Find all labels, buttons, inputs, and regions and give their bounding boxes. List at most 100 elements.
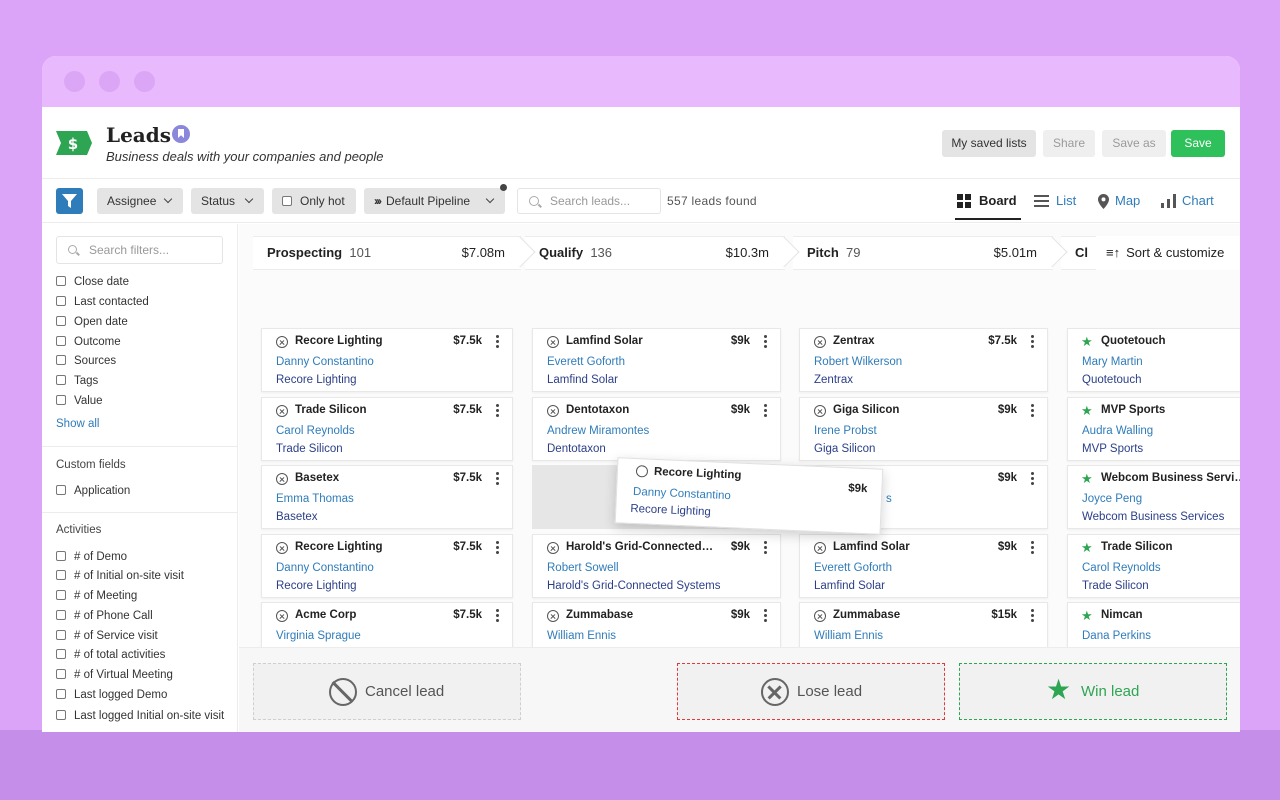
filter-checkbox[interactable] <box>56 648 66 659</box>
filter-item[interactable]: # of Initial on-site visit <box>56 569 184 582</box>
card-company[interactable]: Recore Lighting <box>276 374 357 386</box>
card-person[interactable]: Andrew Miramontes <box>547 425 650 437</box>
view-list-tab[interactable]: List <box>1034 188 1076 214</box>
filter-checkbox[interactable] <box>56 335 66 346</box>
card-menu-icon[interactable] <box>1031 335 1035 349</box>
card-menu-icon[interactable] <box>764 609 768 623</box>
card-menu-icon[interactable] <box>764 335 768 349</box>
filter-checkbox[interactable] <box>56 569 66 580</box>
card-company[interactable]: Webcom Business Services <box>1082 511 1225 523</box>
card-person[interactable]: Mary Martin <box>1082 356 1143 368</box>
filter-checkbox[interactable] <box>56 354 66 365</box>
card-person[interactable]: William Ennis <box>547 630 617 642</box>
filter-checkbox[interactable] <box>56 315 66 326</box>
card-company[interactable]: Zentrax <box>814 374 853 386</box>
window-dot-maximize[interactable] <box>134 71 155 92</box>
save-button[interactable]: Save <box>1171 130 1225 157</box>
card-person[interactable]: Carol Reynolds <box>1082 562 1161 574</box>
status-dropdown[interactable]: Status <box>191 188 264 214</box>
filter-checkbox[interactable] <box>56 629 66 640</box>
card-company[interactable]: Quotetouch <box>1082 374 1142 386</box>
assignee-dropdown[interactable]: Assignee <box>97 188 183 214</box>
dragged-lead-card[interactable]: Recore Lighting $9k Danny Constantino Re… <box>614 457 884 535</box>
card-menu-icon[interactable] <box>496 404 500 418</box>
card-person[interactable]: Robert Wilkerson <box>814 356 903 368</box>
filter-item[interactable]: Outcome <box>56 335 121 348</box>
card-menu-icon[interactable] <box>764 404 768 418</box>
lose-lead-dropzone[interactable]: Lose lead <box>677 663 945 720</box>
filter-checkbox[interactable] <box>56 484 66 495</box>
lead-card[interactable]: Harold's Grid-Connected Systems $9k Robert… <box>532 534 781 598</box>
filter-item[interactable]: # of Virtual Meeting <box>56 668 173 681</box>
column-header-qualify[interactable]: Qualify 136 $10.3m <box>525 236 800 270</box>
card-person[interactable]: Everett Goforth <box>547 356 625 368</box>
lead-card[interactable]: Trade Silicon $7.5k Carol Reynolds Trade Si… <box>261 397 513 461</box>
card-menu-icon[interactable] <box>496 472 500 486</box>
filter-item[interactable]: # of Demo <box>56 550 127 563</box>
card-person[interactable]: Danny Constantino <box>632 485 732 503</box>
filter-item[interactable]: # of Meeting <box>56 589 137 602</box>
card-person[interactable]: Virginia Sprague <box>276 630 361 642</box>
lead-card[interactable]: Dentotaxon $9k Andrew Miramontes Dentotaxon <box>532 397 781 461</box>
card-person[interactable]: Audra Walling <box>1082 425 1154 437</box>
lead-card[interactable]: Recore Lighting $7.5k Danny Constantino Rec… <box>261 328 513 392</box>
card-person[interactable]: Danny Constantino <box>276 356 374 368</box>
card-company[interactable]: Harold's Grid-Connected Systems <box>547 580 721 592</box>
card-menu-icon[interactable] <box>1031 609 1035 623</box>
card-company[interactable]: Trade Silicon <box>1082 580 1149 592</box>
only-hot-checkbox[interactable] <box>282 195 292 206</box>
filter-item[interactable]: Last contacted <box>56 295 149 308</box>
filter-item[interactable]: Value <box>56 394 103 407</box>
card-person[interactable]: s <box>886 493 892 505</box>
filter-checkbox[interactable] <box>56 394 66 405</box>
filter-item[interactable]: Last logged Initial on-site visit <box>56 709 226 723</box>
card-menu-icon[interactable] <box>1031 404 1035 418</box>
view-map-tab[interactable]: Map <box>1097 188 1140 214</box>
bookmark-icon[interactable] <box>172 125 190 143</box>
filter-checkbox[interactable] <box>56 709 66 720</box>
filter-item[interactable]: Tags <box>56 374 98 387</box>
view-chart-tab[interactable]: Chart <box>1160 188 1214 214</box>
filter-item[interactable]: # of Phone Call <box>56 609 153 622</box>
filter-checkbox[interactable] <box>56 295 66 306</box>
card-company[interactable]: Trade Silicon <box>276 443 343 455</box>
lead-card[interactable]: ★ Quotetouch Mary Martin Quotetouch <box>1067 328 1240 392</box>
filter-checkbox[interactable] <box>56 374 66 385</box>
card-company[interactable]: Recore Lighting <box>630 502 712 519</box>
card-company[interactable]: Giga Silicon <box>814 443 876 455</box>
my-saved-lists-button[interactable]: My saved lists <box>942 130 1036 157</box>
lead-card[interactable]: ★ Webcom Business Services Joyce Peng Webco… <box>1067 465 1240 529</box>
lead-card[interactable]: Recore Lighting $7.5k Danny Constantino Rec… <box>261 534 513 598</box>
card-menu-icon[interactable] <box>496 609 500 623</box>
card-company[interactable]: Basetex <box>276 511 318 523</box>
window-dot-close[interactable] <box>64 71 85 92</box>
filter-item[interactable]: Open date <box>56 315 128 328</box>
card-menu-icon[interactable] <box>764 541 768 555</box>
card-company[interactable]: MVP Sports <box>1082 443 1144 455</box>
filter-item[interactable]: Close date <box>56 275 129 288</box>
card-person[interactable]: Dana Perkins <box>1082 630 1152 642</box>
card-person[interactable]: Danny Constantino <box>276 562 374 574</box>
show-all-link[interactable]: Show all <box>56 418 100 430</box>
cancel-lead-dropzone[interactable]: Cancel lead <box>253 663 521 720</box>
search-leads-input[interactable]: Search leads... <box>517 188 661 214</box>
search-filters-input[interactable]: Search filters... <box>56 236 223 264</box>
card-person[interactable]: Joyce Peng <box>1082 493 1143 505</box>
card-person[interactable]: Everett Goforth <box>814 562 892 574</box>
lead-card[interactable]: Lamfind Solar $9k Everett Goforth Lamfind S… <box>532 328 781 392</box>
filter-item[interactable]: # of total activities <box>56 648 165 661</box>
lead-card[interactable]: Basetex $7.5k Emma Thomas Basetex <box>261 465 513 529</box>
column-header-pitch[interactable]: Pitch 79 $5.01m <box>793 236 1068 270</box>
card-company[interactable]: Recore Lighting <box>276 580 357 592</box>
lead-card[interactable]: ★ Trade Silicon Carol Reynolds Trade Silico… <box>1067 534 1240 598</box>
lead-card[interactable]: Giga Silicon $9k Irene Probst Giga Silicon <box>799 397 1048 461</box>
column-header-prospecting[interactable]: Prospecting 101 $7.08m <box>253 236 536 270</box>
filter-checkbox[interactable] <box>56 688 66 699</box>
card-person[interactable]: Irene Probst <box>814 425 877 437</box>
filter-checkbox[interactable] <box>56 668 66 679</box>
card-person[interactable]: Carol Reynolds <box>276 425 355 437</box>
only-hot-toggle[interactable]: Only hot <box>272 188 356 214</box>
pipeline-dropdown[interactable]: ››› Default Pipeline <box>364 188 505 214</box>
lead-card[interactable]: Lamfind Solar $9k Everett Goforth Lamfind S… <box>799 534 1048 598</box>
filter-checkbox[interactable] <box>56 550 66 561</box>
